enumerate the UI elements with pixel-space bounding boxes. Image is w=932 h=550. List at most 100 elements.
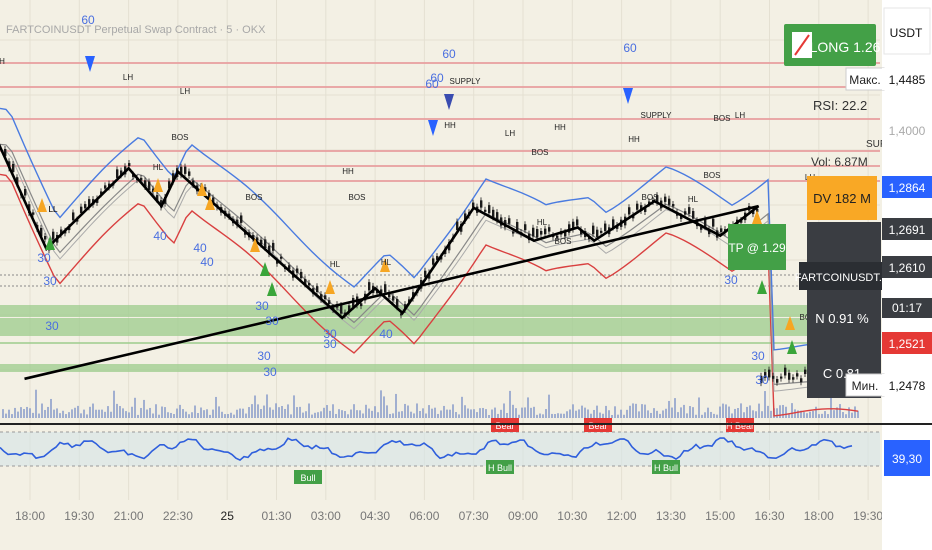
price-tag-label: 1,2521	[889, 337, 926, 351]
volume-bar	[749, 405, 751, 418]
candle-body	[640, 205, 643, 212]
candle-body	[4, 148, 7, 157]
structure-label: BOS	[246, 193, 263, 202]
structure-label: HL	[330, 260, 341, 269]
volume-bar	[839, 404, 841, 418]
volume-bar	[515, 408, 517, 418]
candle-body	[672, 204, 675, 207]
price-scale[interactable]: USDT Макс. 1,4485 1,4000 1,2864 1,2691 1,2610…	[845, 0, 932, 424]
volume-bar	[62, 410, 64, 418]
volume-bar	[170, 412, 172, 418]
orange-up-triangle	[250, 238, 260, 252]
candle-body	[484, 209, 487, 212]
volume-bar	[419, 410, 421, 418]
structure-label: LH	[505, 129, 515, 138]
candle-body	[128, 163, 131, 167]
volume-bar	[788, 414, 790, 418]
volume-bar	[230, 412, 232, 418]
volume-bar	[356, 410, 358, 418]
volume-bar	[152, 413, 154, 418]
volume-bar	[110, 411, 112, 418]
volume-bar	[833, 410, 835, 418]
volume-bar	[671, 407, 673, 418]
volume-bar	[596, 405, 598, 418]
candle-body	[568, 224, 571, 233]
volume-bar	[464, 405, 466, 418]
volume-bar	[734, 408, 736, 418]
volume-bar	[845, 414, 847, 418]
volume-bar	[650, 412, 652, 418]
volume-bar	[737, 408, 739, 418]
volume-bar	[560, 413, 562, 418]
volume-bar	[374, 406, 376, 418]
volume-bar	[800, 410, 802, 418]
candle-body	[656, 195, 659, 203]
number-label: 60	[430, 71, 444, 85]
volume-bar	[728, 406, 730, 418]
support-zone	[0, 364, 880, 372]
candle-body	[60, 229, 63, 236]
candle-body	[168, 181, 171, 189]
volume-bar	[392, 413, 394, 418]
volume-bar	[296, 407, 298, 418]
candle-body	[480, 200, 483, 208]
candle-body	[280, 256, 283, 259]
volume-bar	[113, 390, 115, 418]
volume-bar	[425, 413, 427, 418]
structure-label: HL	[537, 218, 548, 227]
volume-bar	[233, 414, 235, 418]
volume-bar	[632, 403, 634, 418]
candle-body	[576, 219, 579, 226]
long-badge[interactable]: LONG 1.26	[784, 24, 881, 66]
candle-body	[720, 228, 723, 233]
volume-bar	[668, 400, 670, 418]
volume-bar	[44, 409, 46, 418]
volume-bar	[362, 413, 364, 418]
volume-bar	[89, 406, 91, 418]
structure-label: BOS	[555, 237, 572, 246]
volume-bar	[218, 406, 220, 418]
candle-body	[212, 197, 215, 205]
price-tag-label: Макс.	[849, 73, 881, 87]
candle-body	[320, 294, 323, 300]
orange-up-triangle	[380, 258, 390, 272]
volume-bar	[506, 412, 508, 418]
time-axis-label: 18:00	[804, 509, 834, 523]
volume-bar	[527, 397, 529, 418]
number-label: 60	[425, 77, 439, 91]
rsi-label: RSI: 22.2	[813, 98, 867, 113]
candle-body	[780, 376, 783, 379]
volume-bar	[83, 409, 85, 418]
structure-label: HL	[153, 163, 164, 172]
volume-bar	[305, 411, 307, 418]
candle-body	[804, 369, 807, 374]
osc-tag-label: Bear	[495, 421, 514, 431]
candle-body	[348, 305, 351, 313]
volume-bar	[185, 411, 187, 418]
volume-bar	[440, 410, 442, 418]
osc-tag-label: H Bull	[488, 463, 512, 473]
volume-bar	[203, 410, 205, 418]
currency-label[interactable]: USDT	[890, 26, 923, 40]
volume-bar	[455, 412, 457, 418]
volume-bar	[530, 407, 532, 418]
structure-label: HH	[628, 135, 640, 144]
resistance-zone-line	[0, 165, 880, 167]
orange-up-triangle	[37, 198, 47, 212]
vol-label: Vol: 6.87M	[811, 155, 868, 169]
candle-body	[276, 260, 279, 264]
volume-bar	[443, 405, 445, 418]
price-tag-bg	[882, 176, 932, 198]
number-label: 30	[257, 349, 271, 363]
tp-label: TP @ 1.29	[728, 241, 786, 255]
candle-body	[140, 177, 143, 181]
volume-bar	[761, 411, 763, 418]
volume-bar	[134, 397, 136, 418]
volume-bar	[500, 409, 502, 418]
volume-bar	[98, 409, 100, 418]
structure-label: BOS	[349, 193, 366, 202]
volume-bar	[692, 407, 694, 418]
candle-body	[764, 372, 767, 378]
volume-bar	[191, 412, 193, 418]
candle-body	[76, 219, 79, 222]
